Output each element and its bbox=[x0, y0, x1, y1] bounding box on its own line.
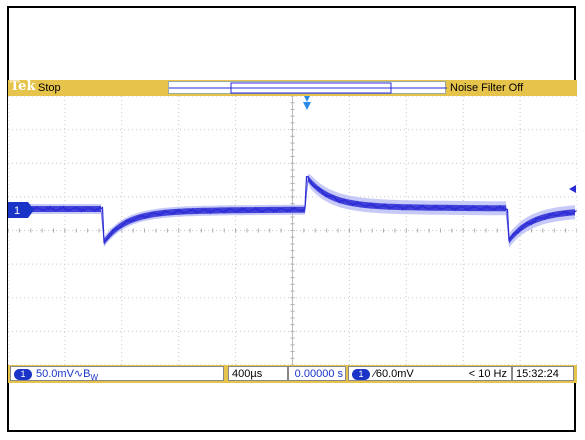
timebase-readout[interactable]: 400µs bbox=[228, 366, 288, 381]
waveform-envelope bbox=[8, 173, 575, 248]
channel-marker-label: 1 bbox=[14, 205, 20, 217]
channel1-ground-marker-icon: 1 bbox=[8, 202, 34, 218]
trigger-frequency: < 10 Hz bbox=[468, 368, 507, 380]
coupling-symbol: ∿ bbox=[73, 368, 84, 380]
trigger-level-arrow-icon bbox=[569, 185, 576, 193]
acquisition-state: Stop bbox=[38, 82, 61, 94]
clock-readout: 15:32:24 bbox=[512, 366, 574, 381]
channel-chip: 1 bbox=[14, 368, 32, 380]
trigger-position-marker-icon bbox=[303, 94, 311, 110]
bandwidth-subscript: W bbox=[90, 373, 99, 383]
channel-scale: 50.0mV bbox=[36, 368, 74, 380]
waveform-graticule: 1 bbox=[7, 94, 578, 366]
trigger-level: 60.0mV bbox=[375, 368, 414, 380]
position-readout[interactable]: 0.00000 s bbox=[288, 366, 346, 381]
channel1-waveform bbox=[7, 175, 577, 244]
record-view-bar bbox=[168, 81, 447, 94]
clock-time: 15:32:24 bbox=[516, 368, 559, 380]
trigger-channel-chip: 1 bbox=[352, 368, 370, 380]
waveform-core-band bbox=[8, 175, 575, 245]
position-value: 0.00000 s bbox=[294, 368, 343, 380]
brand-logo: Tek bbox=[10, 79, 36, 94]
channel-readout[interactable]: 1 50.0mV∿BW bbox=[10, 366, 224, 383]
oscilloscope-display: Tek Stop Noise Filter Off 1 bbox=[7, 79, 578, 385]
settings-bar: 1 50.0mV∿BW 400µs 0.00000 s 1 ∕60.0mV < 10… bbox=[8, 365, 577, 383]
trigger-readout[interactable]: 1 ∕60.0mV < 10 Hz bbox=[348, 366, 512, 381]
timebase-value: 400µs bbox=[232, 368, 263, 380]
trigger-slope-icon: ∕ bbox=[374, 368, 376, 380]
status-bar: Tek Stop Noise Filter Off bbox=[8, 79, 577, 96]
noise-filter-status: Noise Filter Off bbox=[450, 82, 524, 94]
bandwidth-symbol: B bbox=[83, 368, 91, 380]
